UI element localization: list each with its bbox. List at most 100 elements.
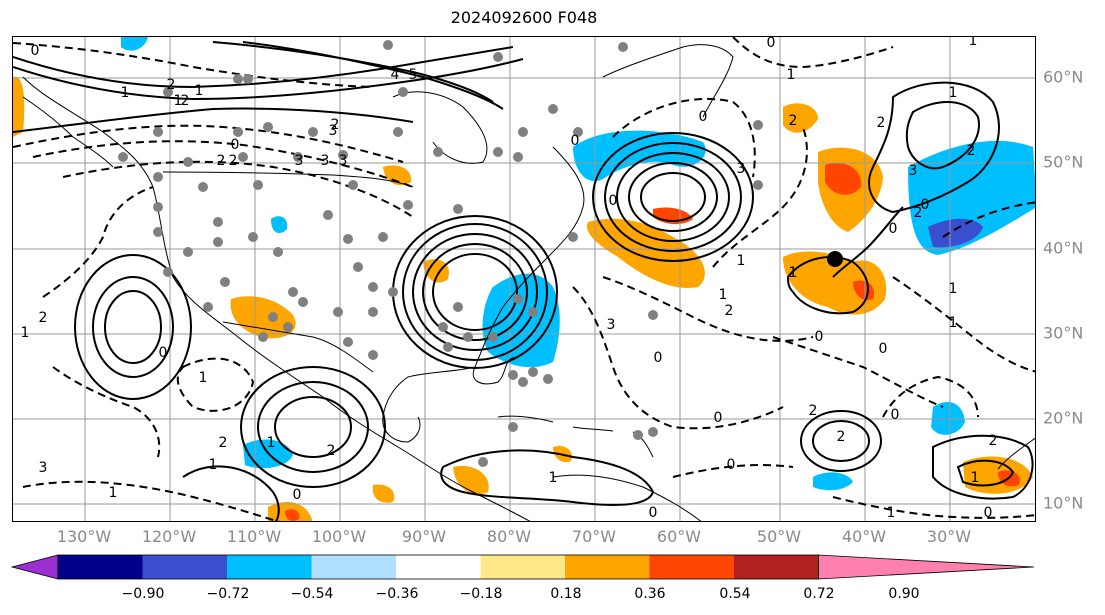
colorbar-tick: −0.90 xyxy=(121,586,165,602)
positive-contour xyxy=(905,100,980,170)
contour-label: 2 xyxy=(39,310,48,326)
contour-label: 0 xyxy=(293,487,302,503)
positive-anomaly-region xyxy=(783,251,887,315)
contour-label: 0 xyxy=(609,193,618,209)
contour-label: 1 xyxy=(719,287,728,303)
storm-center-marker xyxy=(827,251,843,267)
lon-label-130w: 130°W xyxy=(56,527,112,546)
us-canada-border xyxy=(162,171,414,188)
positive-contour xyxy=(956,459,1015,487)
positive-contours xyxy=(13,41,1034,521)
lon-label-100w: 100°W xyxy=(311,527,367,546)
colorbar-extend-high xyxy=(818,554,1035,580)
contour-label: 2 xyxy=(789,113,798,129)
negative-contour xyxy=(882,375,979,418)
contour-label: 2 xyxy=(167,77,176,93)
contour-label: 0 xyxy=(815,329,824,345)
lon-label-90w: 90°W xyxy=(401,527,447,546)
positive-anomaly-region xyxy=(230,296,296,339)
contour-label: 0 xyxy=(231,137,240,153)
contour-label: 0 xyxy=(714,410,723,426)
positive-contour xyxy=(74,254,192,400)
positive-contour xyxy=(592,132,754,262)
positive-contour xyxy=(640,172,706,222)
colorbar-swatch xyxy=(227,555,312,579)
negative-contour xyxy=(13,124,404,163)
positive-contour xyxy=(432,253,518,331)
positive-contour xyxy=(402,223,548,361)
positive-contour xyxy=(257,381,369,473)
lon-label-120w: 120°W xyxy=(141,527,197,546)
positive-contour xyxy=(440,449,655,506)
gulf-coast xyxy=(382,366,476,443)
lat-label-60n: 60°N xyxy=(1043,67,1084,87)
negative-contour xyxy=(672,464,794,478)
contour-label: 2 xyxy=(809,403,818,419)
negative-anomaly-region xyxy=(482,273,560,368)
positive-contour xyxy=(92,276,174,378)
positive-contour xyxy=(832,206,904,278)
positive-contour xyxy=(212,41,494,103)
contour-label: 3 xyxy=(607,317,616,333)
contour-label: 0 xyxy=(889,221,898,237)
positive-contour xyxy=(422,243,528,341)
colorbar-tick: 0.54 xyxy=(719,586,751,602)
lon-label-50w: 50°W xyxy=(756,527,802,546)
colorbar-tick: −0.54 xyxy=(290,586,334,602)
lat-label-40n: 40°N xyxy=(1043,238,1084,258)
lon-label-60w: 60°W xyxy=(656,527,702,546)
positive-contour xyxy=(604,142,742,252)
north-america-east-coast xyxy=(472,146,585,385)
contour-label: 1 xyxy=(174,93,183,109)
contour-label: 5 xyxy=(409,67,418,83)
contour-label: 3 xyxy=(321,153,330,169)
negative-contour xyxy=(892,276,1035,373)
contour-label: 2 xyxy=(181,93,190,109)
negative-contour xyxy=(42,186,154,298)
contour-label: 2 xyxy=(219,435,228,451)
contour-label: 0 xyxy=(879,341,888,357)
contour-label: 3 xyxy=(39,460,48,476)
lon-label-70w: 70°W xyxy=(571,527,617,546)
colorbar-tick: −0.72 xyxy=(206,586,250,602)
contour-label: 1 xyxy=(949,281,958,297)
positive-contour xyxy=(932,434,1034,500)
contour-label: 0 xyxy=(699,109,708,125)
contour-label: 0 xyxy=(571,133,580,149)
contour-label: 1 xyxy=(737,253,746,269)
negative-anomaly-region xyxy=(121,37,148,51)
contour-label: 0 xyxy=(767,37,776,51)
colorbar-swatch xyxy=(58,555,143,579)
contour-label: 0 xyxy=(159,345,168,361)
contour-label: 1 xyxy=(195,83,204,99)
contour-label: 0 xyxy=(727,457,736,473)
positive-contour xyxy=(242,41,504,110)
negative-anomaly-region xyxy=(813,472,853,491)
colorbar-segments xyxy=(10,554,1035,580)
contour-label: 2 xyxy=(877,115,886,131)
negative-anomaly-region xyxy=(931,402,965,435)
lat-label-10n: 10°N xyxy=(1043,493,1084,513)
lat-label-20n: 20°N xyxy=(1043,408,1084,428)
contour-label: 2 xyxy=(229,153,238,169)
positive-anomaly-region xyxy=(372,484,395,503)
contour-label: 2 xyxy=(331,117,340,133)
positive-anomaly-region xyxy=(423,259,449,283)
positive-contour xyxy=(182,465,280,521)
contour-label: 3 xyxy=(295,153,304,169)
station-markers xyxy=(118,40,763,467)
contour-label: 0 xyxy=(654,350,663,366)
positive-anomaly-region xyxy=(853,280,875,301)
contour-label: 1 xyxy=(787,67,796,83)
canada-hudson xyxy=(392,91,488,164)
contour-label: 0 xyxy=(31,43,40,59)
positive-contour xyxy=(800,410,882,472)
lon-label-40w: 40°W xyxy=(841,527,887,546)
colorbar-tick: −0.18 xyxy=(459,586,503,602)
contour-label: 1 xyxy=(267,435,276,451)
positive-contour xyxy=(240,366,386,488)
negative-contour xyxy=(62,160,414,218)
